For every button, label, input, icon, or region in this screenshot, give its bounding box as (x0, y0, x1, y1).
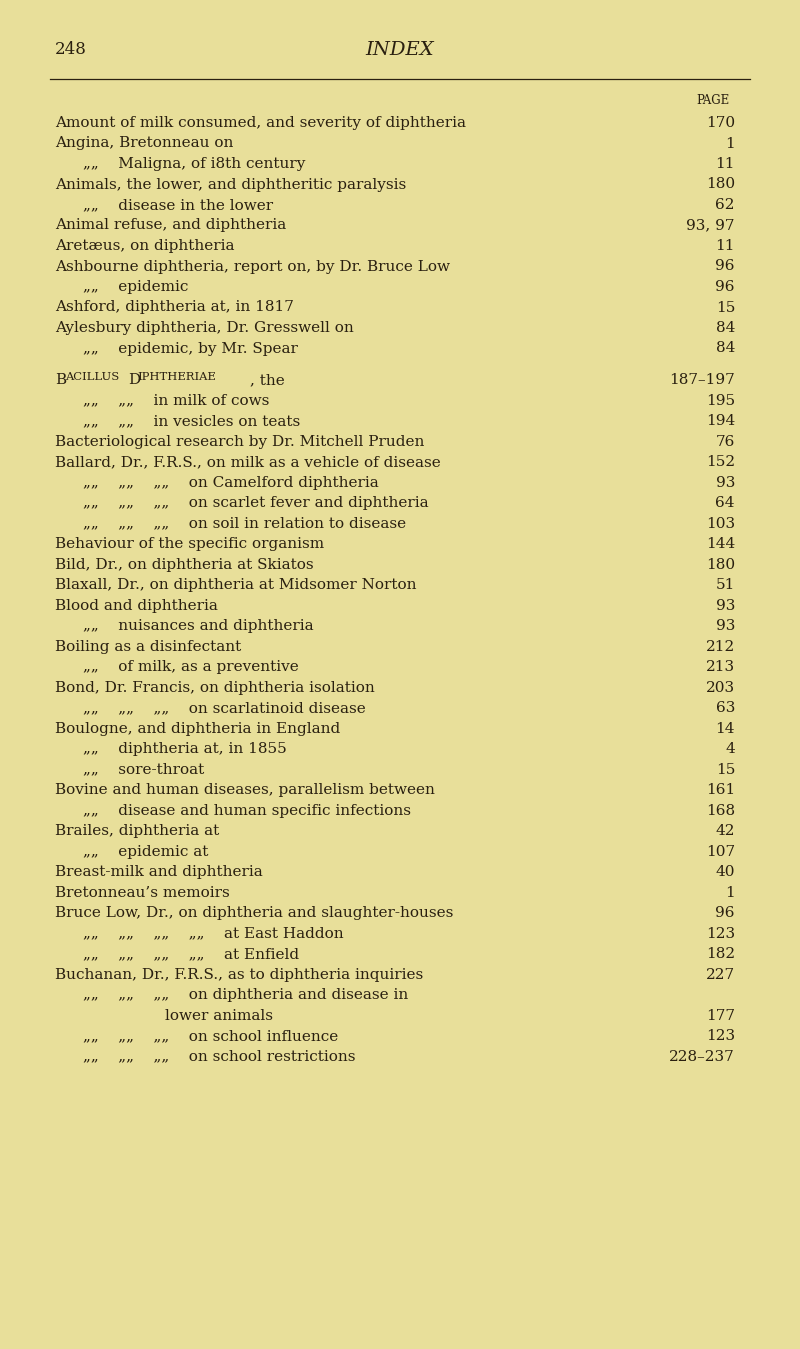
Text: Bond, Dr. Francis, on diphtheria isolation: Bond, Dr. Francis, on diphtheria isolati… (55, 681, 374, 695)
Text: 182: 182 (706, 947, 735, 962)
Text: „„    „„    „„    „„    at Enfield: „„ „„ „„ „„ at Enfield (83, 947, 299, 962)
Text: , the: , the (250, 374, 285, 387)
Text: „„    sore-throat: „„ sore-throat (83, 762, 204, 777)
Text: 152: 152 (706, 455, 735, 469)
Text: 203: 203 (706, 681, 735, 695)
Text: 213: 213 (706, 660, 735, 674)
Text: Ashbourne diphtheria, report on, by Dr. Bruce Low: Ashbourne diphtheria, report on, by Dr. … (55, 259, 450, 274)
Text: Blood and diphtheria: Blood and diphtheria (55, 599, 218, 612)
Text: IPHTHERIAE: IPHTHERIAE (137, 372, 216, 382)
Text: „„    Maligna, of i8th century: „„ Maligna, of i8th century (83, 156, 306, 171)
Text: 93: 93 (716, 599, 735, 612)
Text: PAGE: PAGE (697, 94, 730, 107)
Text: „„    epidemic: „„ epidemic (83, 281, 188, 294)
Text: Animals, the lower, and diphtheritic paralysis: Animals, the lower, and diphtheritic par… (55, 178, 406, 192)
Text: „„    „„    „„    on scarlatinoid disease: „„ „„ „„ on scarlatinoid disease (83, 701, 366, 715)
Text: Brailes, diphtheria at: Brailes, diphtheria at (55, 824, 219, 838)
Text: 93: 93 (716, 476, 735, 490)
Text: 63: 63 (716, 701, 735, 715)
Text: Ballard, Dr., F.R.S., on milk as a vehicle of disease: Ballard, Dr., F.R.S., on milk as a vehic… (55, 455, 441, 469)
Text: Buchanan, Dr., F.R.S., as to diphtheria inquiries: Buchanan, Dr., F.R.S., as to diphtheria … (55, 967, 423, 982)
Text: 40: 40 (715, 865, 735, 880)
Text: „„    nuisances and diphtheria: „„ nuisances and diphtheria (83, 619, 314, 633)
Text: 177: 177 (706, 1009, 735, 1023)
Text: 1: 1 (726, 136, 735, 151)
Text: Angina, Bretonneau on: Angina, Bretonneau on (55, 136, 234, 151)
Text: 15: 15 (716, 301, 735, 314)
Text: 93, 97: 93, 97 (686, 219, 735, 232)
Text: 187–197: 187–197 (670, 374, 735, 387)
Text: 96: 96 (715, 907, 735, 920)
Text: 195: 195 (706, 394, 735, 407)
Text: 123: 123 (706, 927, 735, 940)
Text: 62: 62 (715, 198, 735, 212)
Text: Bovine and human diseases, parallelism between: Bovine and human diseases, parallelism b… (55, 784, 435, 797)
Text: „„    „„    „„    „„    at East Haddon: „„ „„ „„ „„ at East Haddon (83, 927, 344, 940)
Text: Behaviour of the specific organism: Behaviour of the specific organism (55, 537, 324, 552)
Text: 51: 51 (716, 579, 735, 592)
Text: Ashford, diphtheria at, in 1817: Ashford, diphtheria at, in 1817 (55, 301, 294, 314)
Text: „„    of milk, as a preventive: „„ of milk, as a preventive (83, 660, 298, 674)
Text: „„    „„    in milk of cows: „„ „„ in milk of cows (83, 394, 270, 407)
Text: INDEX: INDEX (366, 40, 434, 59)
Text: 144: 144 (706, 537, 735, 552)
Text: 227: 227 (706, 967, 735, 982)
Text: „„    „„    „„    on Camelford diphtheria: „„ „„ „„ on Camelford diphtheria (83, 476, 378, 490)
Text: „„    „„    „„    on diphtheria and disease in: „„ „„ „„ on diphtheria and disease in (83, 989, 408, 1002)
Text: Aretæus, on diphtheria: Aretæus, on diphtheria (55, 239, 234, 254)
Text: Bruce Low, Dr., on diphtheria and slaughter-houses: Bruce Low, Dr., on diphtheria and slaugh… (55, 907, 454, 920)
Text: Breast-milk and diphtheria: Breast-milk and diphtheria (55, 865, 262, 880)
Text: 168: 168 (706, 804, 735, 817)
Text: 64: 64 (715, 496, 735, 510)
Text: 1: 1 (726, 886, 735, 900)
Text: 96: 96 (715, 281, 735, 294)
Text: „„    epidemic at: „„ epidemic at (83, 844, 208, 859)
Text: „„    disease and human specific infections: „„ disease and human specific infections (83, 804, 411, 817)
Text: 11: 11 (715, 239, 735, 254)
Text: 248: 248 (55, 40, 87, 58)
Text: 212: 212 (706, 639, 735, 654)
Text: 228–237: 228–237 (670, 1050, 735, 1064)
Text: 194: 194 (706, 414, 735, 428)
Text: Animal refuse, and diphtheria: Animal refuse, and diphtheria (55, 219, 286, 232)
Text: „„    „„    „„    on school influence: „„ „„ „„ on school influence (83, 1029, 338, 1043)
Text: 161: 161 (706, 784, 735, 797)
Text: 170: 170 (706, 116, 735, 130)
Text: ACILLUS: ACILLUS (65, 372, 119, 382)
Text: Aylesbury diphtheria, Dr. Gresswell on: Aylesbury diphtheria, Dr. Gresswell on (55, 321, 354, 335)
Text: 42: 42 (715, 824, 735, 838)
Text: 96: 96 (715, 259, 735, 274)
Text: 103: 103 (706, 517, 735, 530)
Text: 180: 180 (706, 557, 735, 572)
Text: Amount of milk consumed, and severity of diphtheria: Amount of milk consumed, and severity of… (55, 116, 466, 130)
Text: Boulogne, and diphtheria in England: Boulogne, and diphtheria in England (55, 722, 340, 735)
Text: Bacteriological research by Dr. Mitchell Pruden: Bacteriological research by Dr. Mitchell… (55, 434, 424, 449)
Text: „„    „„    in vesicles on teats: „„ „„ in vesicles on teats (83, 414, 300, 428)
Text: 84: 84 (716, 341, 735, 356)
Text: 76: 76 (716, 434, 735, 449)
Text: 123: 123 (706, 1029, 735, 1043)
Text: „„    „„    „„    on school restrictions: „„ „„ „„ on school restrictions (83, 1050, 355, 1064)
Text: 107: 107 (706, 844, 735, 859)
Text: 84: 84 (716, 321, 735, 335)
Text: Boiling as a disinfectant: Boiling as a disinfectant (55, 639, 242, 654)
Text: 4: 4 (726, 742, 735, 757)
Text: Bild, Dr., on diphtheria at Skiatos: Bild, Dr., on diphtheria at Skiatos (55, 557, 314, 572)
Text: 14: 14 (715, 722, 735, 735)
Text: „„    disease in the lower: „„ disease in the lower (83, 198, 273, 212)
Text: lower animals: lower animals (165, 1009, 273, 1023)
Text: Blaxall, Dr., on diphtheria at Midsomer Norton: Blaxall, Dr., on diphtheria at Midsomer … (55, 579, 417, 592)
Text: „„    diphtheria at, in 1855: „„ diphtheria at, in 1855 (83, 742, 286, 757)
Text: 180: 180 (706, 178, 735, 192)
Text: D: D (128, 374, 140, 387)
Text: „„    „„    „„    on scarlet fever and diphtheria: „„ „„ „„ on scarlet fever and diphtheria (83, 496, 429, 510)
Text: Bretonneau’s memoirs: Bretonneau’s memoirs (55, 886, 230, 900)
Text: 93: 93 (716, 619, 735, 633)
Text: „„    epidemic, by Mr. Spear: „„ epidemic, by Mr. Spear (83, 341, 298, 356)
Text: 11: 11 (715, 156, 735, 171)
Text: B: B (55, 374, 66, 387)
Text: 15: 15 (716, 762, 735, 777)
Text: „„    „„    „„    on soil in relation to disease: „„ „„ „„ on soil in relation to disease (83, 517, 406, 530)
